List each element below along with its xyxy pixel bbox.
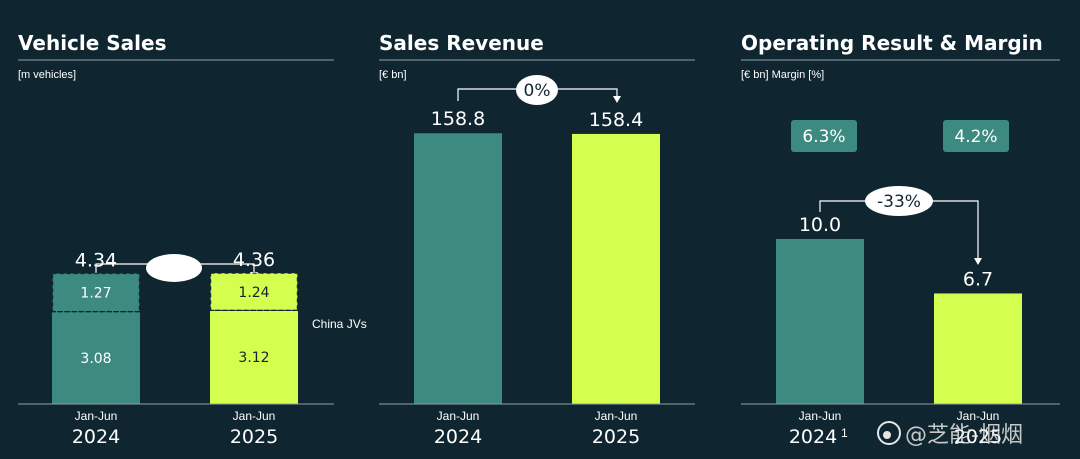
margin-value-2024: 6.3% [802,127,845,147]
operating-result-bar-2024 [776,239,864,404]
weibo-icon [877,421,901,445]
operating-result-unit: [€ bn] Margin [%] [741,69,824,81]
operating-result-xlabel-year-2024: 2024 [789,426,837,448]
operating-result-bar-2025 [934,293,1022,404]
sales-revenue-bar-2025 [572,133,660,405]
vehicle-sales-xlabel-year-2025: 2025 [230,426,278,448]
sales-revenue-change-bubble [516,75,558,105]
operating-result-xlabel-year-2025: 2025 [954,426,1002,448]
sales-revenue-unit: [€ bn] [379,69,407,81]
sales-revenue-value-2024: 158.8 [431,108,485,130]
vehicle-sales-title: Vehicle Sales [18,31,167,55]
panel-operating-result: Operating Result & Margin [€ bn] Margin … [741,31,1060,448]
sales-revenue-title: Sales Revenue [379,31,544,55]
vehicle-sales-xlabel-period-2025: Jan-Jun [233,409,276,423]
watermark-text: @芝能-烟烟 [905,423,1023,448]
sales-revenue-xlabel-period-2025: Jan-Jun [595,409,638,423]
operating-result-xlabel-period-2025: Jan-Jun [957,409,1000,423]
operating-result-xlabel-period-2024: Jan-Jun [799,409,842,423]
operating-result-value-2024: 10.0 [799,214,841,236]
weibo-icon-eye [883,431,891,439]
operating-result-change-label: -33% [877,192,921,212]
vehicle-sales-change-bubble [146,254,202,282]
vehicle-sales-2025-china-jvs-label: 1.24 [238,285,269,301]
vehicle-sales-bars [51,272,299,404]
watermark: @芝能-烟烟 [877,421,1023,448]
sales-revenue-change-arrowhead [613,96,621,103]
vehicle-sales-unit: [m vehicles] [18,69,76,81]
vehicle-sales-total-2025: 4.36 [233,249,275,271]
vehicle-sales-2024-base-label: 3.08 [80,351,111,367]
vehicle-sales-2024-china-jvs-label: 1.27 [80,286,111,302]
vehicle-sales-series-label-china-jvs: China JVs [312,317,367,331]
sales-revenue-bar-2024 [414,133,502,404]
operating-result-xlabel-footnote: 1 [841,426,848,440]
margin-value-2025: 4.2% [954,127,997,147]
sales-revenue-xlabel-year-2025: 2025 [592,426,640,448]
vehicle-sales-2025-base-label: 3.12 [238,350,269,366]
vehicle-sales-total-2024: 4.34 [75,250,117,272]
margin-badge-2025 [943,120,1009,152]
operating-result-change-arrowhead [974,258,982,265]
vehicle-sales-xlabel-year-2024: 2024 [72,426,120,448]
sales-revenue-value-2025: 158.4 [589,109,643,131]
vehicle-sales-bar-2025-china-jvs [210,272,299,312]
operating-result-value-2025: 6.7 [963,268,993,290]
vehicle-sales-xlabel-period-2024: Jan-Jun [75,409,118,423]
vehicle-sales-bar-2024-base [52,311,140,404]
vehicle-sales-bar-2025-base [210,310,298,404]
sales-revenue-change-label: 0% [524,81,551,101]
operating-result-title: Operating Result & Margin [741,31,1043,55]
sales-revenue-xlabel-period-2024: Jan-Jun [437,409,480,423]
sales-revenue-xlabel-year-2024: 2024 [434,426,482,448]
operating-result-change-bubble [865,186,933,216]
panel-vehicle-sales: Vehicle Sales [m vehicles] 4.34 4.36 3.0… [18,31,367,448]
margin-badge-2024 [791,120,857,152]
panel-sales-revenue: Sales Revenue [€ bn] 0% 158.8 158.4 Jan-… [379,31,695,448]
